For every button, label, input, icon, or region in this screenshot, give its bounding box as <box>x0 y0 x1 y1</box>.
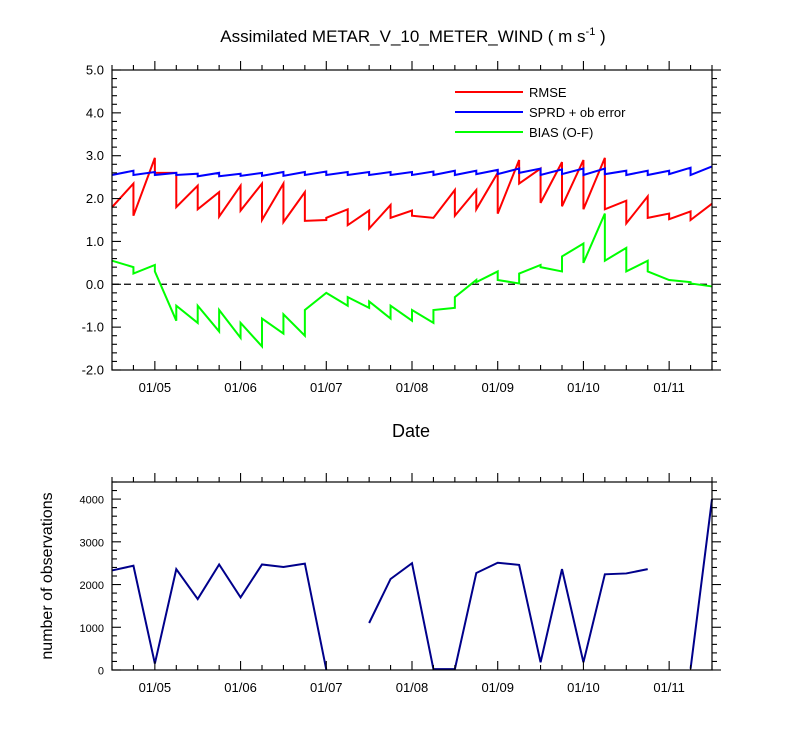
y-tick-label: 3.0 <box>86 148 104 163</box>
x-tick-label: 01/10 <box>567 380 600 395</box>
y-tick-label: -1.0 <box>82 320 104 335</box>
chart-title-end: ) <box>595 27 605 46</box>
y-tick-label: 5.0 <box>86 63 104 78</box>
top-series-group <box>111 157 713 350</box>
top-axis-ticks <box>111 61 721 371</box>
series-line-bias-o-f <box>111 213 713 350</box>
y-tick-label: 0 <box>98 666 104 678</box>
bottom-axis-ticks <box>111 473 721 671</box>
x-tick-label: 01/07 <box>310 680 343 695</box>
y-tick-label: 4.0 <box>86 105 104 120</box>
y-tick-label: 4000 <box>80 495 104 507</box>
series-line-number-of-observations <box>111 498 713 671</box>
y-tick-label: -2.0 <box>82 363 104 378</box>
bottom-plot-frame <box>111 481 713 671</box>
x-tick-label: 01/06 <box>224 380 257 395</box>
x-tick-label: 01/11 <box>653 680 685 695</box>
chart-title-superscript: -1 <box>586 26 596 38</box>
chart-title: Assimilated METAR_V_10_METER_WIND ( m s-… <box>220 26 605 46</box>
chart-title-main: Assimilated METAR_V_10_METER_WIND ( m s <box>220 27 585 46</box>
y-tick-label: 0.0 <box>86 277 104 292</box>
bottom-series-group <box>111 498 713 671</box>
y-tick-label: 2000 <box>80 580 104 592</box>
y-tick-label: 3000 <box>80 537 104 549</box>
y-tick-label: 2.0 <box>86 191 104 206</box>
top-axis-labels: 01/05 01/06 01/07 01/08 01/09 01/10 01/11 -2.0 -… <box>82 63 685 396</box>
legend: RMSE SPRD + ob error BIAS (O-F) <box>455 85 626 140</box>
x-tick-label: 01/08 <box>396 380 429 395</box>
legend-label: RMSE <box>529 85 567 100</box>
legend-label: SPRD + ob error <box>529 105 626 120</box>
y-axis-title-observations: number of observations <box>39 492 56 659</box>
y-tick-label: 1000 <box>80 623 104 635</box>
top-plot: 01/05 01/06 01/07 01/08 01/09 01/10 01/11 -2.0 -… <box>82 61 721 395</box>
x-tick-label: 01/10 <box>567 680 600 695</box>
y-tick-label: 1.0 <box>86 234 104 249</box>
x-tick-label: 01/05 <box>139 680 172 695</box>
x-axis-title: Date <box>392 421 430 441</box>
x-tick-label: 01/09 <box>481 380 514 395</box>
bottom-plot: 01/05 01/06 01/07 01/08 01/09 01/10 01/11 0 1000… <box>80 473 721 695</box>
x-tick-label: 01/07 <box>310 380 343 395</box>
bottom-axis-labels: 01/05 01/06 01/07 01/08 01/09 01/10 01/11 0 1000… <box>80 495 685 695</box>
series-line-rmse <box>111 157 713 232</box>
x-tick-label: 01/09 <box>481 680 514 695</box>
x-tick-label: 01/08 <box>396 680 429 695</box>
x-tick-label: 01/06 <box>224 680 257 695</box>
x-tick-label: 01/11 <box>653 380 685 395</box>
x-tick-label: 01/05 <box>139 380 172 395</box>
series-line-sprd-ob-error <box>111 165 713 178</box>
legend-label: BIAS (O-F) <box>529 125 593 140</box>
